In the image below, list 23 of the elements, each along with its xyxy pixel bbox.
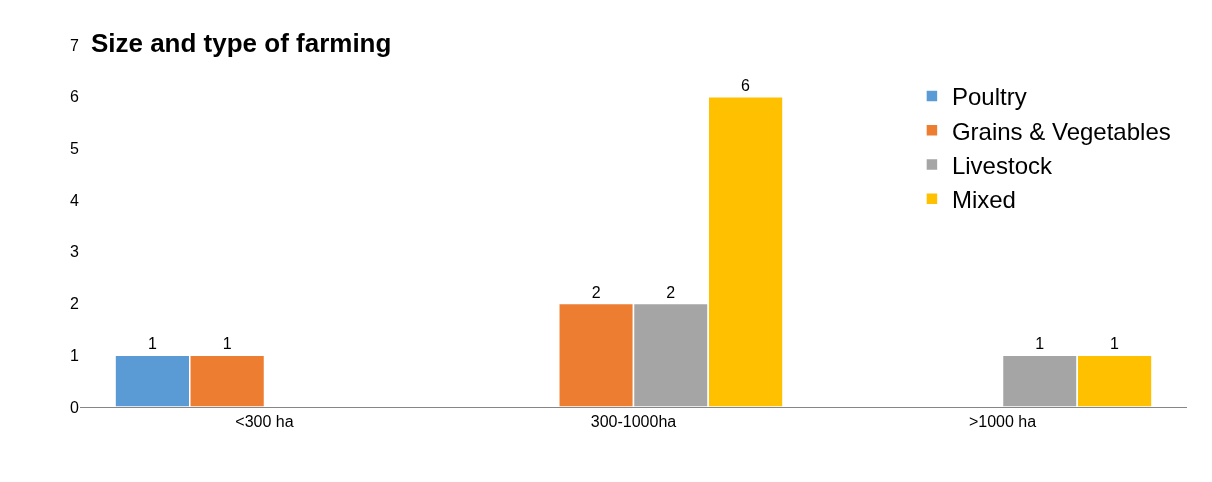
x-tick-label: >1000 ha [968, 413, 1037, 431]
data-label: 2 [591, 283, 601, 301]
legend-label: Grains & Vegetables [951, 117, 1171, 145]
y-tick-label: 7 [70, 36, 80, 54]
y-tick-label: 0 [70, 398, 80, 416]
data-label: 2 [666, 283, 676, 301]
data-label: 1 [147, 335, 157, 353]
data-label: 6 [741, 76, 751, 94]
data-label: 1 [222, 335, 232, 353]
data-label: 1 [1110, 335, 1120, 353]
y-tick-label: 3 [70, 243, 80, 261]
y-tick-label: 2 [70, 295, 80, 313]
y-tick-label: 1 [70, 346, 80, 364]
x-tick-label: <300 ha [235, 413, 294, 431]
data-label: 1 [1035, 335, 1045, 353]
chart-title: Size and type of farming [90, 27, 392, 58]
x-tick-label: 300-1000ha [590, 413, 677, 431]
legend-label: Poultry [951, 83, 1027, 111]
y-tick-label: 5 [70, 140, 80, 158]
y-tick-label: 4 [70, 191, 80, 209]
legend-label: Mixed [951, 186, 1016, 214]
y-tick-label: 6 [70, 88, 80, 106]
legend-label: Livestock [951, 151, 1053, 179]
